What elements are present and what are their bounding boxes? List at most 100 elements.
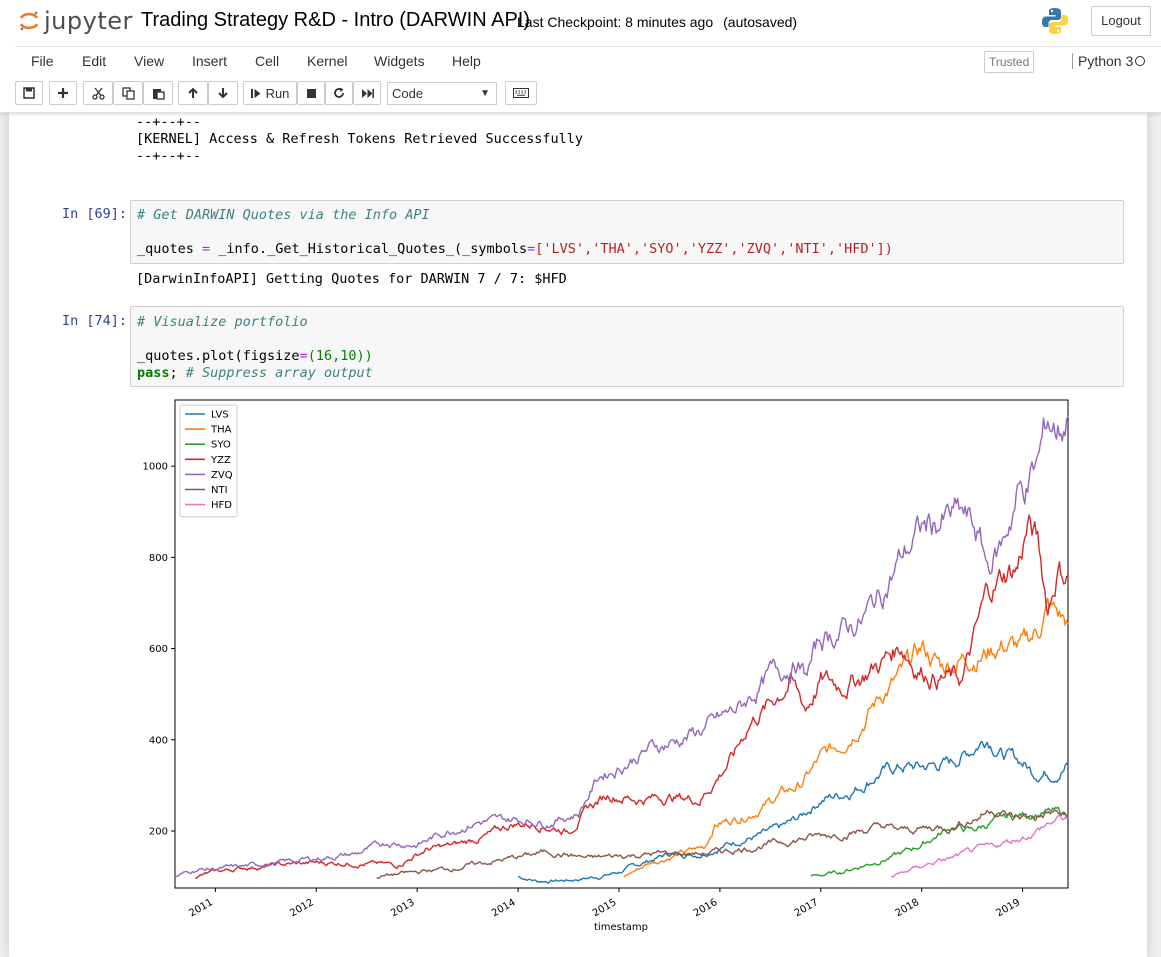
move-down-button[interactable] — [208, 81, 238, 105]
cell-74-prompt: In [74]: — [62, 313, 128, 329]
jupyter-ring-icon — [19, 11, 39, 31]
code-keyword: pass — [137, 365, 170, 381]
menu-widgets[interactable]: Widgets — [374, 53, 425, 69]
command-palette-button[interactable] — [505, 81, 537, 105]
cell-type-select[interactable]: Code ▼ — [387, 82, 497, 105]
previous-output: --+--+-- [KERNEL] Access & Refresh Token… — [136, 114, 583, 165]
series-line-zvq — [174, 415, 1069, 878]
jupyter-logo[interactable]: jupyter — [18, 6, 133, 36]
move-up-button[interactable] — [178, 81, 208, 105]
legend-label: NTI — [211, 485, 228, 496]
code-comment: # Suppress array output — [185, 365, 373, 381]
notebook-title[interactable]: Trading Strategy R&D - Intro (DARWIN API… — [141, 9, 530, 31]
x-tick-label: 2017 — [793, 897, 821, 919]
notebook-header: jupyter Trading Strategy R&D - Intro (DA… — [0, 0, 1161, 113]
y-tick-label: 400 — [149, 735, 168, 746]
fast-forward-icon — [361, 88, 374, 98]
menu-kernel[interactable]: Kernel — [307, 53, 348, 69]
plus-icon — [58, 88, 68, 98]
cell-69-prompt: In [69]: — [62, 206, 128, 222]
restart-button[interactable] — [325, 81, 353, 105]
code-token: _quotes.plot(figsize — [137, 348, 300, 364]
y-tick-label: 600 — [149, 644, 168, 655]
output-line: [KERNEL] Access & Refresh Tokens Retriev… — [136, 131, 584, 147]
x-tick-label: 2013 — [389, 897, 417, 919]
run-all-button[interactable] — [353, 81, 381, 105]
menu-insert[interactable]: Insert — [192, 53, 228, 69]
cell-69-input[interactable]: # Get DARWIN Quotes via the Info API _qu… — [130, 200, 1124, 264]
code-number: (16,10)) — [307, 348, 373, 364]
run-button[interactable]: Run — [243, 81, 297, 105]
cut-icon — [91, 87, 105, 100]
menu-file[interactable]: File — [31, 53, 54, 69]
restart-icon — [334, 87, 344, 98]
stop-icon — [306, 88, 316, 98]
code-token: ; — [169, 365, 186, 381]
code-operator: = — [299, 348, 308, 364]
copy-button[interactable] — [113, 81, 143, 105]
code-line: _quotes = _info._Get_Historical_Quotes_(… — [137, 241, 893, 258]
python-logo-icon — [1042, 8, 1068, 34]
chevron-down-icon: ▼ — [480, 88, 490, 99]
x-tick-label: 2016 — [692, 897, 720, 919]
keyboard-icon — [513, 88, 529, 98]
code-operator: = — [527, 241, 536, 257]
notebook-container: --+--+-- [KERNEL] Access & Refresh Token… — [9, 112, 1147, 957]
cut-button[interactable] — [83, 81, 113, 105]
trusted-badge[interactable]: Trusted — [984, 51, 1035, 73]
cell-69-output: [DarwinInfoAPI] Getting Quotes for DARWI… — [136, 271, 567, 287]
checkpoint-status: Last Checkpoint: 8 minutes ago (autosaved… — [517, 14, 797, 30]
paste-icon — [152, 88, 165, 100]
legend-label: ZVQ — [211, 470, 233, 481]
run-label: Run — [265, 85, 290, 101]
logo-text: jupyter — [44, 7, 133, 35]
quotes-line-chart: 200 400 600 800 1000 2011 2012 2013 2014 2015 2016… — [143, 399, 1069, 933]
legend-label: YZZ — [210, 455, 231, 466]
paste-button[interactable] — [143, 81, 173, 105]
kernel-name[interactable]: Python 3 — [1078, 53, 1134, 69]
code-line: _quotes.plot(figsize=(16,10)) — [137, 348, 373, 365]
run-icon — [250, 88, 261, 98]
x-tick-label: 2018 — [894, 897, 922, 919]
legend-label: LVS — [211, 410, 229, 421]
legend-label: THA — [210, 425, 232, 436]
x-tick-label: 2012 — [288, 897, 316, 919]
menu-edit[interactable]: Edit — [82, 53, 107, 69]
x-tick-label: 2011 — [187, 897, 215, 919]
arrow-down-icon — [218, 88, 228, 99]
series-line-syo — [810, 806, 1069, 877]
output-line: --+--+-- — [136, 114, 202, 130]
autosave-text: (autosaved) — [723, 14, 798, 30]
kernel-separator — [1072, 53, 1073, 69]
insert-cell-button[interactable] — [49, 81, 77, 105]
series-line-yzz — [195, 514, 1069, 879]
legend-label: SYO — [211, 440, 231, 451]
cell-type-value: Code — [392, 86, 424, 101]
x-tick-label: 2014 — [490, 897, 518, 919]
menu-help[interactable]: Help — [452, 53, 481, 69]
logout-button[interactable]: Logout — [1091, 6, 1151, 36]
y-tick-label: 800 — [149, 553, 168, 564]
series-line-tha — [623, 597, 1069, 878]
code-operator: = — [202, 241, 211, 257]
checkpoint-text: Last Checkpoint: 8 minutes ago — [517, 14, 714, 30]
code-token: _quotes — [137, 241, 203, 257]
menu-view[interactable]: View — [134, 53, 165, 69]
plot-area — [174, 399, 1069, 889]
x-tick-label: 2019 — [995, 897, 1023, 919]
copy-icon — [121, 86, 135, 100]
code-comment: # Visualize portfolio — [137, 314, 308, 330]
y-tick-label: 1000 — [143, 462, 168, 473]
code-line: pass; # Suppress array output — [137, 365, 373, 382]
menu-bar: File Edit View Insert Cell Kernel Widget… — [15, 46, 1161, 75]
menu-cell[interactable]: Cell — [255, 53, 280, 69]
save-button[interactable] — [15, 81, 43, 105]
code-token: _info._Get_Historical_Quotes_(_symbols — [210, 241, 528, 257]
y-tick-label: 200 — [149, 826, 168, 837]
interrupt-button[interactable] — [297, 81, 325, 105]
cell-74-input[interactable]: # Visualize portfolio _quotes.plot(figsi… — [130, 306, 1124, 387]
x-axis-label: timestamp — [594, 922, 648, 933]
code-string: ['LVS','THA','SYO','YZZ','ZVQ','NTI','HF… — [535, 241, 893, 257]
series-line-nti — [376, 809, 1069, 879]
arrow-up-icon — [188, 87, 198, 98]
